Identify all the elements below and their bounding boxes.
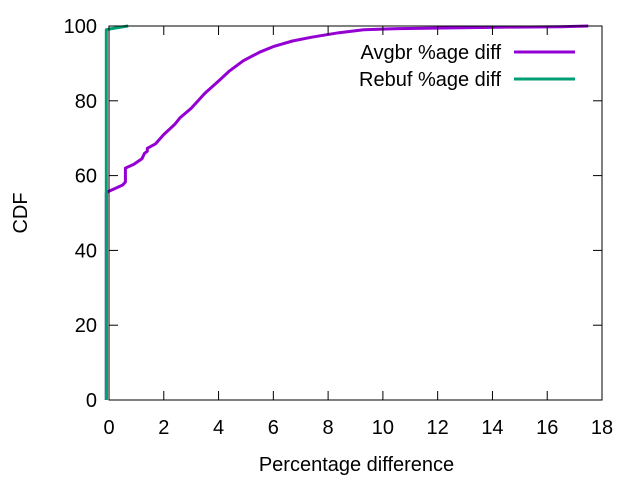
x-tick-label: 4 — [213, 417, 224, 439]
y-tick-label: 100 — [64, 16, 97, 38]
x-tick-label: 12 — [427, 417, 449, 439]
x-tick-label: 16 — [536, 417, 558, 439]
x-tick-label: 2 — [158, 417, 169, 439]
legend-label-1: Avgbr %age diff — [361, 42, 502, 64]
legend-label-2: Rebuf %age diff — [359, 69, 501, 91]
legend: Avgbr %age diff Rebuf %age diff — [359, 42, 575, 91]
x-tick-label: 6 — [268, 417, 279, 439]
y-tick-label: 40 — [75, 240, 97, 262]
ticks-layer: 0 2 4 6 8 10 12 14 16 18 0 20 40 60 80 100 — [64, 16, 614, 439]
x-tick-label: 14 — [481, 417, 503, 439]
x-tick-label: 10 — [372, 417, 394, 439]
series-layer — [104, 24, 589, 400]
y-tick-label: 0 — [86, 390, 97, 412]
series-line-2 — [104, 24, 129, 400]
plot-frame — [108, 25, 603, 401]
series-line-1 — [104, 24, 589, 400]
x-tick-label: 18 — [591, 417, 613, 439]
y-tick-label: 20 — [75, 315, 97, 337]
x-axis-label: Percentage difference — [259, 454, 454, 476]
x-tick-label: 8 — [323, 417, 334, 439]
y-tick-label: 80 — [75, 91, 97, 113]
y-axis-label: CDF — [10, 192, 32, 233]
y-tick-label: 60 — [75, 166, 97, 188]
x-tick-label: 0 — [103, 417, 114, 439]
